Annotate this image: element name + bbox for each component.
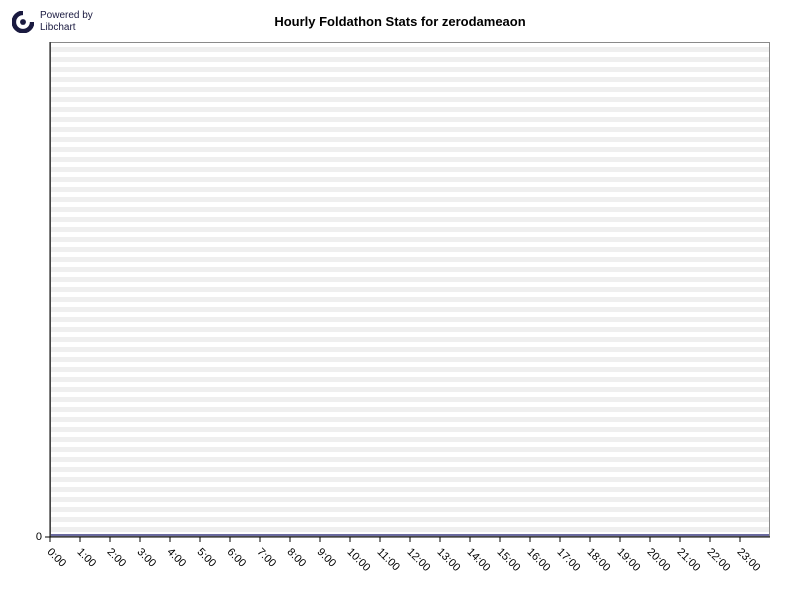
x-tick-label: 21:00 <box>675 546 703 574</box>
x-tick-label: 7:00 <box>255 546 279 570</box>
y-tick-label: 0 <box>22 531 42 543</box>
x-tick-label: 16:00 <box>525 546 553 574</box>
x-tick-label: 19:00 <box>615 546 643 574</box>
x-tick-label: 11:00 <box>375 546 402 573</box>
x-tick-label: 20:00 <box>645 546 673 574</box>
x-tick-label: 17:00 <box>555 546 583 574</box>
x-tick-label: 6:00 <box>225 546 249 570</box>
chart-title: Hourly Foldathon Stats for zerodameaon <box>0 14 800 29</box>
x-tick-label: 22:00 <box>705 546 733 574</box>
x-tick-label: 15:00 <box>495 546 523 574</box>
x-tick-label: 2:00 <box>105 546 129 570</box>
x-tick-label: 1:00 <box>75 546 99 570</box>
x-tick-label: 23:00 <box>735 546 763 574</box>
chart-svg <box>45 42 770 542</box>
x-tick-label: 9:00 <box>315 546 339 570</box>
x-tick-label: 5:00 <box>195 546 219 570</box>
x-tick-label: 13:00 <box>435 546 463 574</box>
x-tick-label: 3:00 <box>135 546 159 570</box>
x-tick-label: 0:00 <box>45 546 69 570</box>
x-tick-label: 8:00 <box>285 546 309 570</box>
chart-plot: 00:001:002:003:004:005:006:007:008:009:0… <box>50 42 770 542</box>
x-tick-label: 14:00 <box>465 546 493 574</box>
x-tick-label: 10:00 <box>345 546 373 574</box>
x-tick-label: 4:00 <box>165 546 189 570</box>
x-tick-label: 12:00 <box>405 546 433 574</box>
x-tick-label: 18:00 <box>585 546 613 574</box>
